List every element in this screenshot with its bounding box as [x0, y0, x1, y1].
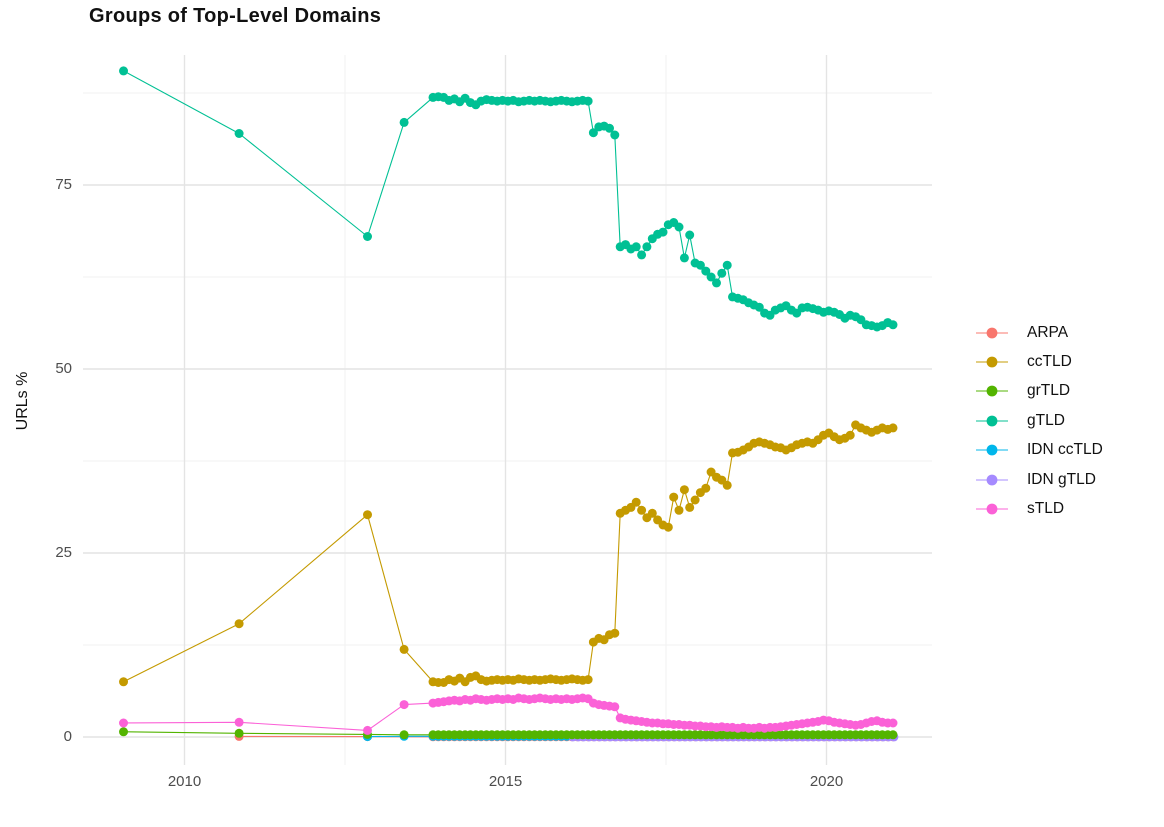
series-point-cctld: [690, 495, 700, 505]
legend-key-dot: [986, 356, 998, 368]
legend-item-arpa: ARPA: [974, 318, 1103, 347]
x-tick-label-2020: 2020: [809, 773, 844, 790]
series-point-gtld: [234, 129, 244, 138]
legend-key-dot: [986, 327, 998, 339]
legend-item-label: sTLD: [1027, 500, 1065, 518]
series-point-gtld: [685, 230, 695, 240]
series-point-gtld: [119, 66, 128, 76]
legend-item-label: gTLD: [1027, 411, 1065, 429]
series-point-cctld: [647, 508, 657, 518]
legend-key-icon: [976, 386, 1008, 397]
legend-key-dot: [986, 444, 998, 456]
series-point-cctld: [631, 497, 641, 507]
legend-item-label: ccTLD: [1027, 353, 1072, 371]
series-point-cctld: [669, 492, 679, 502]
series-point-stld: [888, 718, 898, 728]
series-point-gtld: [583, 96, 593, 106]
series-point-gtld: [679, 253, 689, 263]
series-line-gtld: [123, 70, 894, 328]
series-point-gtld: [588, 128, 598, 138]
legend-item-idn-gtld: IDN gTLD: [974, 465, 1103, 494]
series-point-cctld: [663, 522, 673, 532]
legend-item-stld: sTLD: [974, 494, 1103, 523]
legend-key-dot: [986, 386, 998, 397]
series-point-cctld: [583, 675, 593, 685]
series-point-gtld: [717, 268, 727, 278]
series-point-gtld: [754, 302, 764, 312]
series-point-gtld: [631, 242, 641, 252]
legend-item-gtld: gTLD: [974, 406, 1103, 435]
series-point-grtld: [888, 730, 898, 740]
legend-key-dot: [986, 503, 998, 515]
y-tick-label-0: 0: [63, 728, 72, 745]
legend-item-label: ARPA: [1027, 323, 1069, 341]
series-point-gtld: [610, 130, 620, 140]
series-point-gtld: [642, 242, 652, 252]
series-point-cctld: [610, 628, 620, 638]
series-point-gtld: [637, 250, 647, 260]
x-tick-label-2010: 2010: [167, 773, 202, 790]
series-point-gtld: [722, 260, 732, 270]
series-point-gtld: [888, 320, 898, 330]
series-point-grtld: [399, 730, 409, 740]
legend-key-icon: [976, 356, 1008, 368]
series-point-cctld: [845, 430, 855, 440]
legend: ARPA ccTLD grTLD gTLD IDN ccTLD IDN gTLD sTLD: [974, 318, 1103, 524]
series-point-cctld: [637, 505, 647, 515]
series-point-gtld: [674, 222, 684, 232]
series-point-stld: [234, 717, 244, 727]
series-point-stld: [119, 718, 128, 728]
series-point-cctld: [679, 485, 689, 495]
series-point-cctld: [674, 505, 684, 515]
legend-item-cctld: ccTLD: [974, 347, 1103, 376]
legend-item-grtld: grTLD: [974, 377, 1103, 406]
series-point-grtld: [119, 727, 128, 737]
series-point-stld: [610, 702, 620, 712]
y-tick-label-50: 50: [55, 360, 72, 377]
series-point-gtld: [399, 117, 409, 127]
legend-key-icon: [976, 474, 1008, 486]
legend-item-idn-cctld: IDN ccTLD: [974, 436, 1103, 465]
legend-key-icon: [976, 503, 1008, 515]
series-point-gtld: [712, 278, 721, 288]
legend-key-dot: [986, 415, 998, 427]
series-point-cctld: [685, 502, 695, 512]
legend-key-icon: [976, 415, 1008, 427]
series-point-gtld: [695, 260, 705, 270]
y-tick-label-25: 25: [55, 544, 72, 561]
x-tick-label-2015: 2015: [488, 773, 523, 790]
legend-key-dot: [986, 474, 998, 486]
series-point-gtld: [363, 232, 372, 241]
legend-item-label: IDN ccTLD: [1027, 441, 1103, 459]
series-point-cctld: [363, 510, 372, 520]
y-tick-label-75: 75: [55, 176, 72, 193]
series-point-cctld: [119, 677, 128, 687]
legend-key-icon: [976, 444, 1008, 456]
series-point-stld: [399, 700, 409, 710]
series-point-cctld: [722, 480, 732, 490]
chart-title: Groups of Top-Level Domains: [89, 5, 382, 27]
series-point-cctld: [399, 644, 409, 654]
legend-item-label: grTLD: [1027, 382, 1071, 400]
series-point-gtld: [701, 266, 711, 276]
legend-key-icon: [976, 327, 1008, 339]
legend-item-label: IDN gTLD: [1027, 470, 1096, 488]
series-point-gtld: [706, 272, 716, 282]
series-point-gtld: [605, 123, 614, 133]
series-point-grtld: [234, 728, 244, 738]
series-point-cctld: [701, 483, 711, 493]
series-point-gtld: [658, 227, 668, 237]
series-point-cctld: [888, 423, 898, 433]
series-point-stld: [363, 725, 372, 735]
series-point-cctld: [234, 619, 244, 629]
